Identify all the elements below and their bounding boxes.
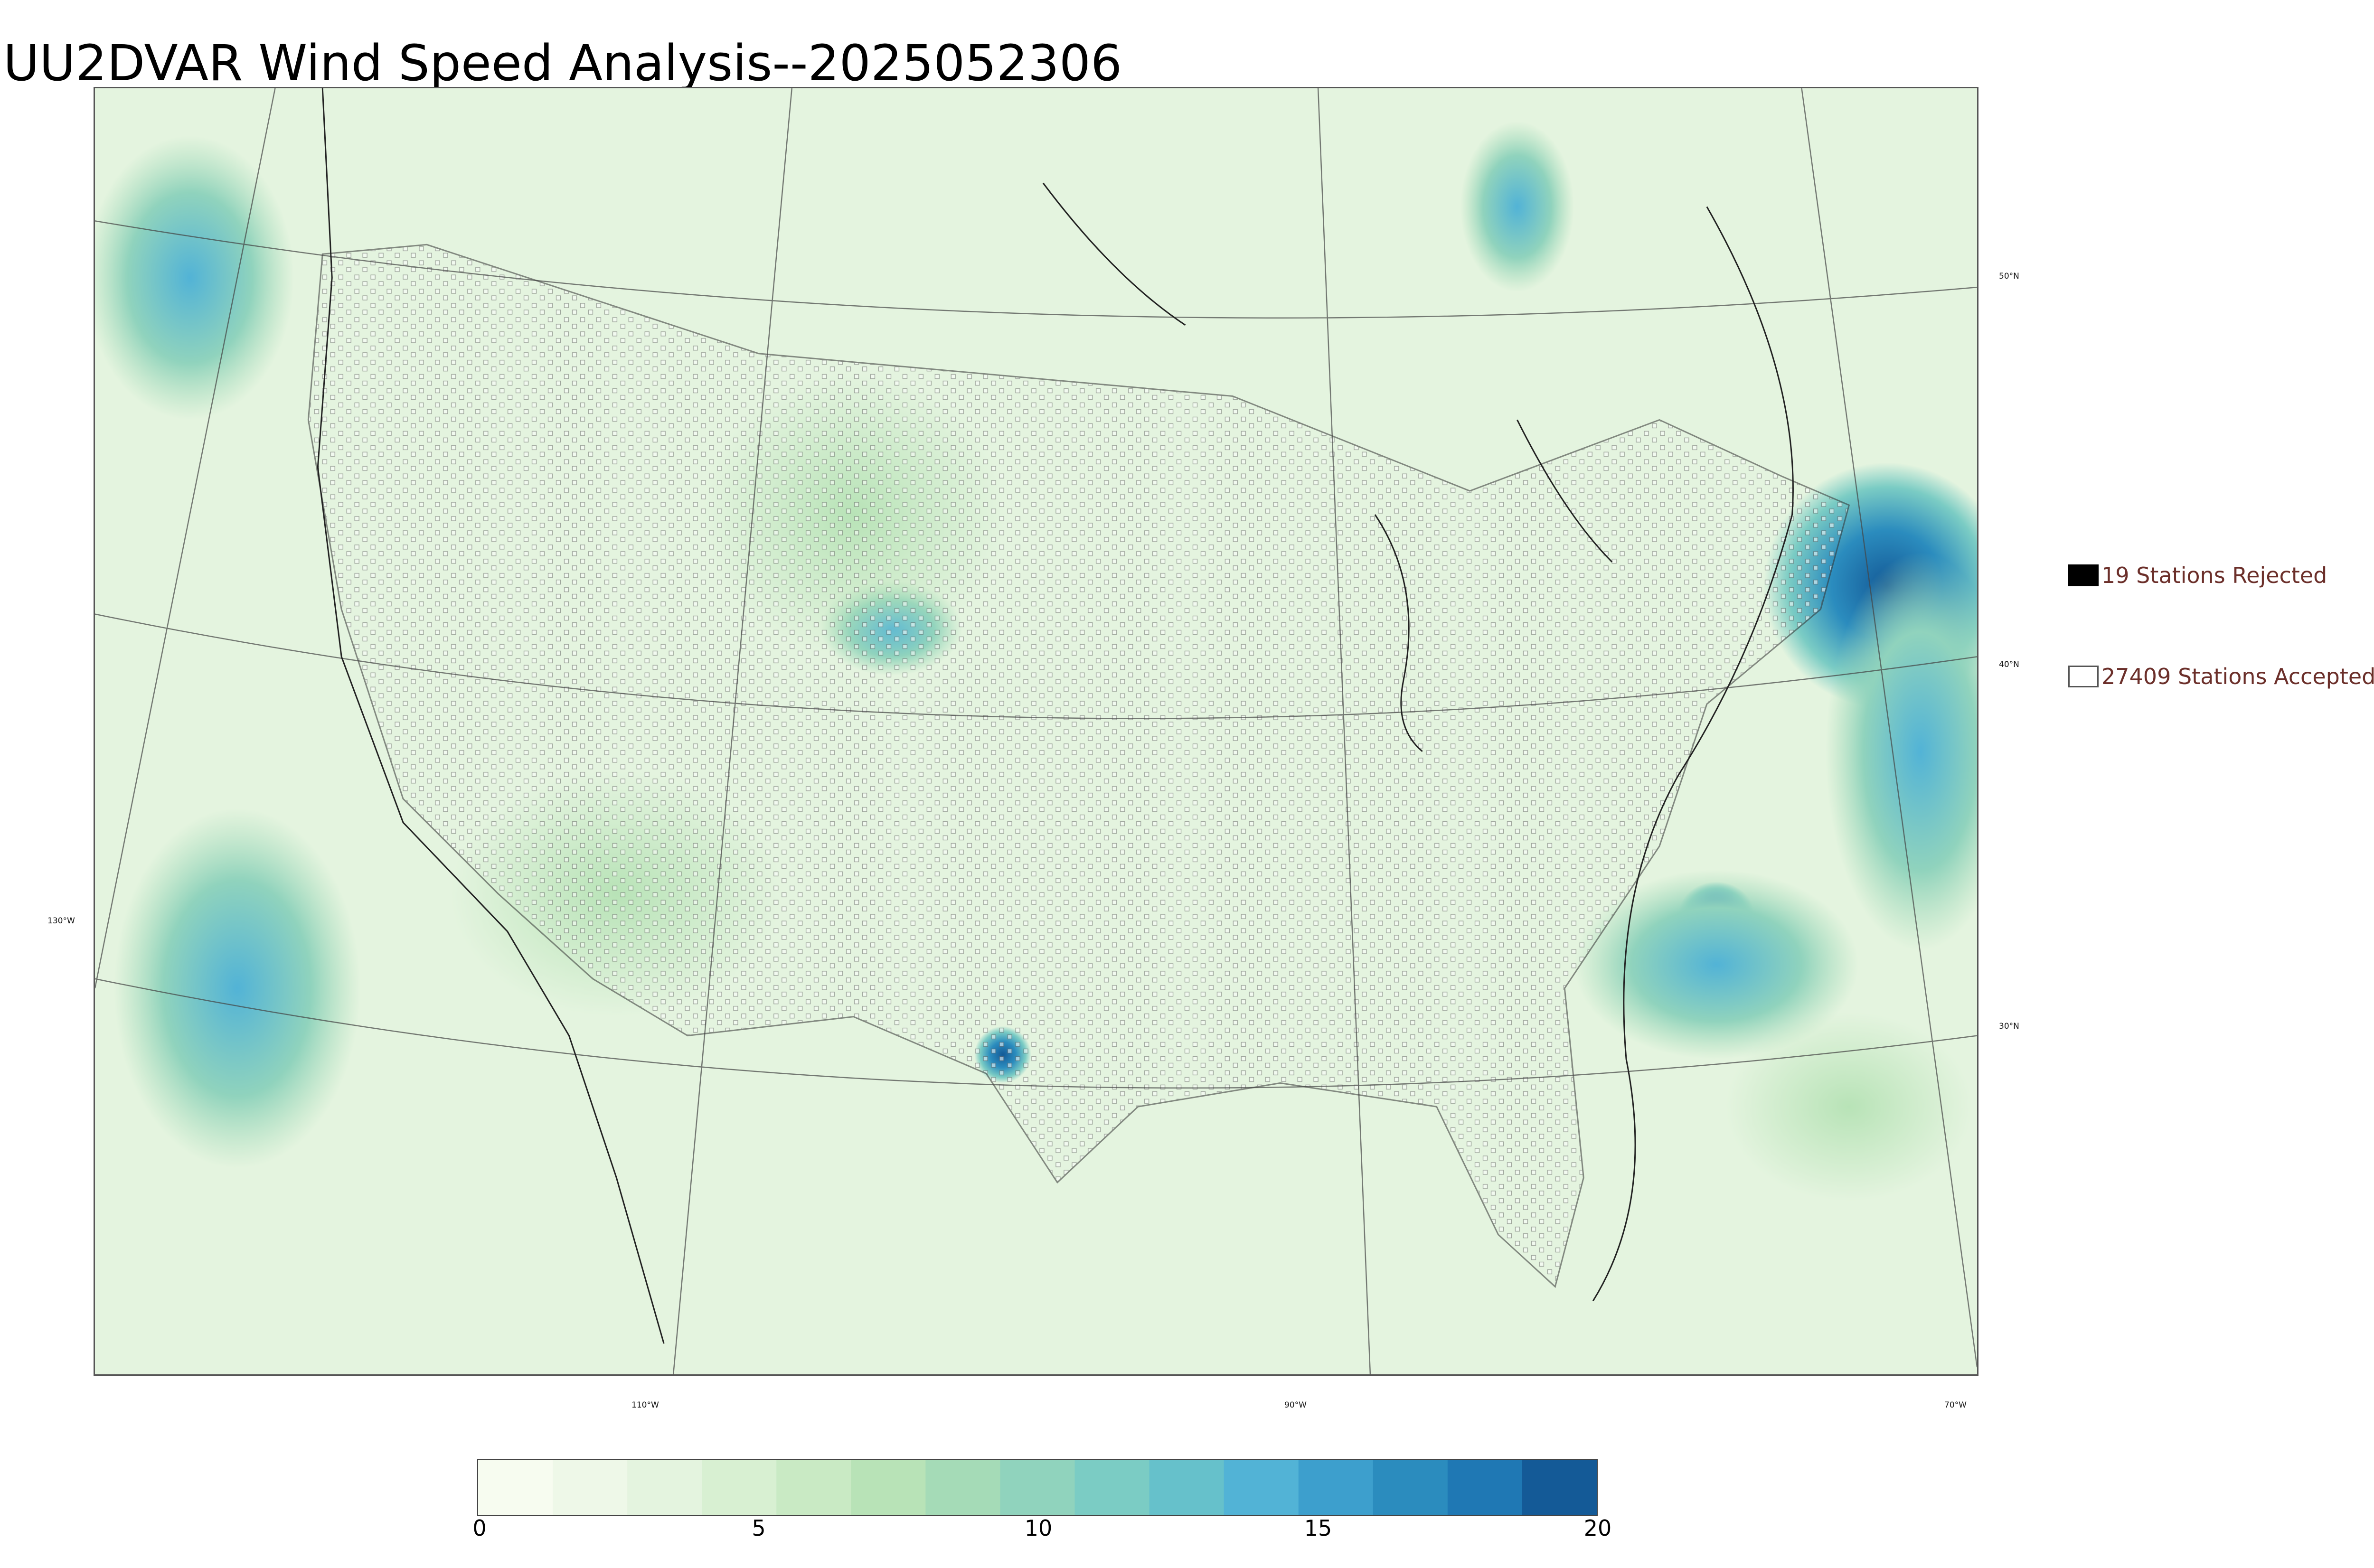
colorbar-segment: [1447, 1460, 1523, 1515]
legend-accepted-label: 27409 Stations Accepted: [2101, 664, 2374, 689]
rejected-marker-icon: [2068, 564, 2099, 586]
colorbar-tick-label: 10: [1024, 1515, 1053, 1541]
graticule: [95, 88, 1977, 1374]
wind-region: [113, 808, 361, 1168]
legend-rejected-label: 19 Stations Rejected: [2101, 563, 2327, 588]
wind-speed-map: [94, 87, 1978, 1376]
colorbar-tick-label: 15: [1304, 1515, 1332, 1541]
legend-rejected: 19 Stations Rejected: [2068, 563, 2327, 588]
wind-region: [1574, 870, 1859, 1060]
lon-label-90w: 90°W: [1284, 1400, 1307, 1410]
colorbar-segment: [776, 1460, 852, 1515]
colorbar-segment: [925, 1460, 1001, 1515]
colorbar-tick-label: 20: [1583, 1515, 1612, 1541]
colorbar-segment: [627, 1460, 703, 1515]
colorbar-segment: [1522, 1460, 1597, 1515]
colorbar-segment: [1000, 1460, 1075, 1515]
colorbar: [477, 1459, 1598, 1516]
lat-label-30n: 30°N: [1999, 1022, 2019, 1031]
colorbar-segment: [553, 1460, 628, 1515]
lon-label-110w: 110°W: [631, 1400, 659, 1410]
wind-region: [95, 135, 294, 420]
lat-label-40n: 40°N: [1999, 660, 2019, 669]
lat-label-50n: 50°N: [1999, 272, 2019, 281]
wind-region: [1725, 1012, 1973, 1202]
colorbar-segment: [702, 1460, 777, 1515]
accepted-marker-icon: [2068, 666, 2099, 687]
legend-accepted: 27409 Stations Accepted: [2068, 664, 2374, 689]
colorbar-segment: [1298, 1460, 1374, 1515]
conus-station-cloud: [307, 244, 1850, 1288]
lon-label-130w: 130°W: [47, 916, 75, 926]
colorbar-tick-label: 0: [472, 1515, 487, 1541]
colorbar-segment: [851, 1460, 926, 1515]
colorbar-segment: [1074, 1460, 1150, 1515]
colorbar-segment: [1149, 1460, 1225, 1515]
colorbar-tick-label: 5: [752, 1515, 766, 1541]
colorbar-segment: [1224, 1460, 1299, 1515]
colorbar-segment: [1373, 1460, 1448, 1515]
lon-label-70w: 70°W: [1944, 1400, 1967, 1410]
coastlines: [317, 88, 1794, 1344]
wind-region: [1460, 121, 1574, 292]
wind-region: [1825, 552, 1977, 950]
map-title: UU2DVAR Wind Speed Analysis--2025052306: [3, 34, 1122, 92]
colorbar-segment: [478, 1460, 554, 1515]
